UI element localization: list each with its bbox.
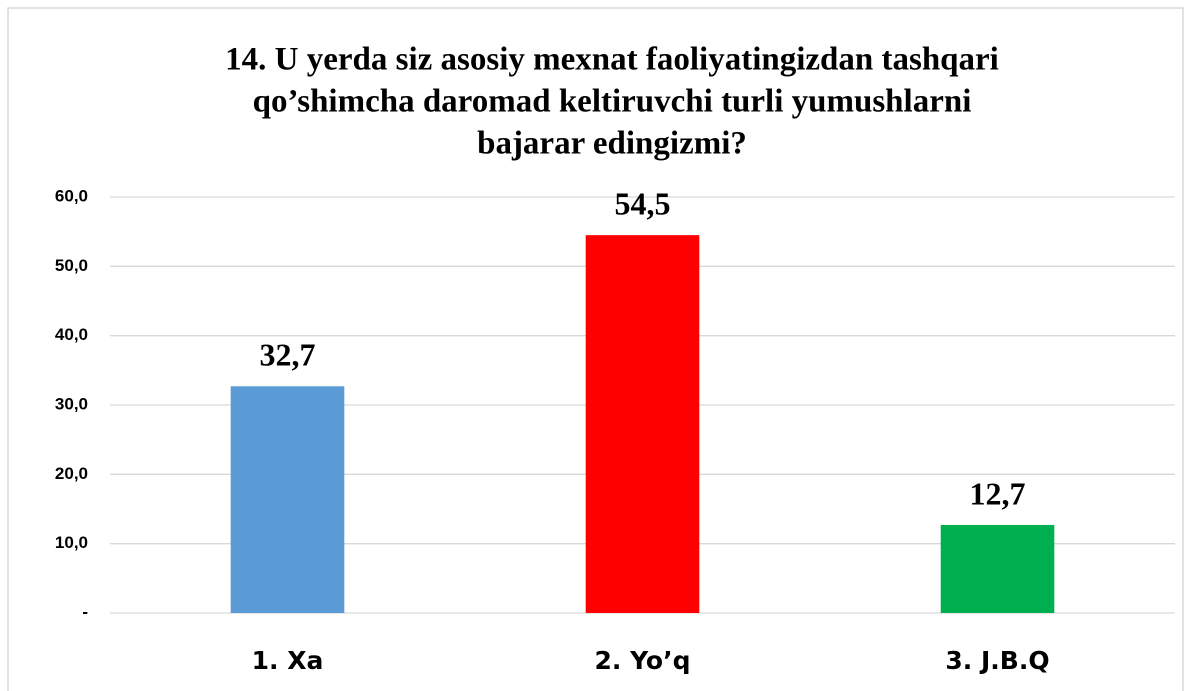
- data-label: 32,7: [260, 337, 316, 373]
- y-tick-label: 40,0: [55, 325, 88, 344]
- y-tick-label: -: [82, 602, 88, 621]
- data-label: 12,7: [970, 475, 1026, 511]
- y-tick-label: 10,0: [55, 533, 88, 552]
- chart-title: 14. U yerda siz asosiy mexnat faoliyatin…: [225, 42, 999, 78]
- x-tick-label: 3. J.B.Q: [945, 646, 1049, 675]
- data-label: 54,5: [615, 185, 671, 221]
- bar: [585, 235, 700, 613]
- chart-title: qo’shimcha daromad keltiruvchi turli yum…: [253, 84, 972, 120]
- x-tick-label: 1. Xa: [252, 646, 324, 675]
- bar: [230, 386, 345, 613]
- bar: [940, 524, 1055, 613]
- y-tick-label: 20,0: [55, 464, 88, 483]
- chart-title: bajarar edingizmi?: [477, 126, 747, 162]
- y-tick-label: 50,0: [55, 256, 88, 275]
- x-tick-label: 2. Yo’q: [595, 646, 691, 675]
- y-tick-label: 30,0: [55, 394, 88, 413]
- y-tick-label: 60,0: [55, 186, 88, 205]
